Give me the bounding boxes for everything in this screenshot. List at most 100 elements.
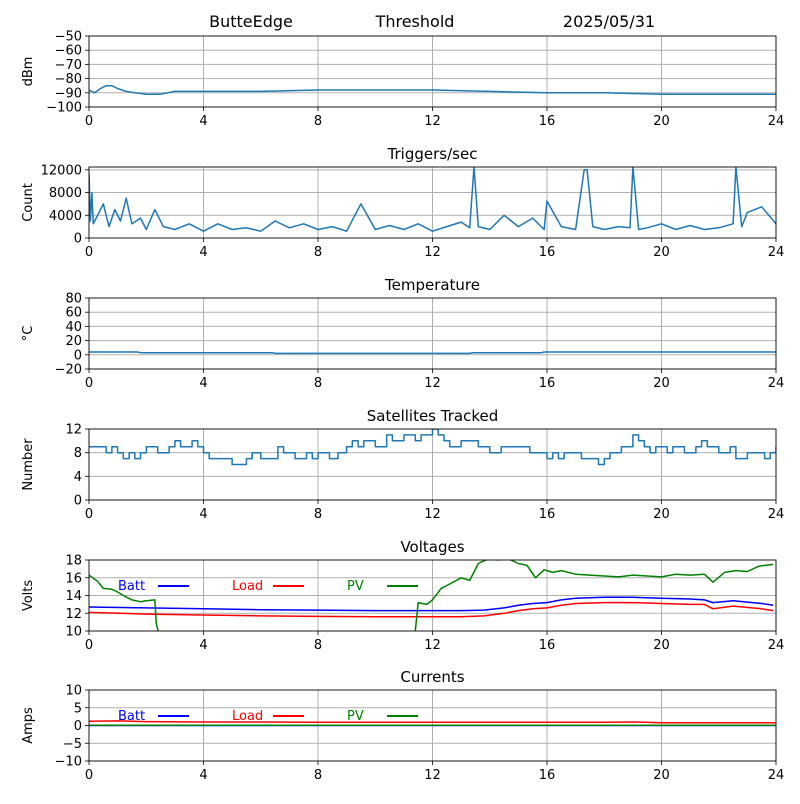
x-tick-label: 20 [653,768,670,783]
x-tick-label: 8 [314,507,322,522]
y-tick-label: 80 [65,292,82,307]
x-tick-label: 20 [653,638,670,653]
panel-currents: 0 4 8 12 16 20 24 −10 −5 0 5 10 Batt Load PV Currents Am… [21,668,784,783]
x-tick-label: 4 [199,114,207,129]
x-tick-label: 8 [314,114,322,129]
x-tick-label: 0 [85,768,93,783]
y-axis-label: Amps [21,707,36,744]
x-tick-label: 12 [424,376,441,391]
series-line [89,167,776,232]
panel-rssi: 0 4 8 12 16 20 24 −50−60−70−80−90−100 dBm [21,30,784,130]
y-axis-label: Count [21,183,36,222]
x-tick-label: 0 [85,245,93,260]
y-axis-label: dBm [21,57,36,87]
x-tick-label: 12 [424,507,441,522]
y-tick-label: 5 [74,701,82,716]
series-line [89,84,776,95]
x-tick-label: 12 [424,245,441,260]
x-tick-label: 4 [199,245,207,260]
y-tick-label: 12000 [41,163,82,178]
plot-frame [88,35,777,108]
y-axis-label: Number [21,438,36,491]
y-tick-label: −5 [63,737,82,752]
y-tick-label: −20 [55,363,82,378]
y-tick-label: 8000 [49,186,82,201]
chart-title: Temperature [384,276,480,294]
legend-label-load: Load [232,579,263,594]
chart-title: Triggers/sec [387,145,478,163]
y-tick-label: 40 [65,320,82,335]
legend-label-batt: Batt [118,709,145,724]
series-line [89,429,776,466]
x-tick-label: 8 [314,245,322,260]
y-tick-label: 14 [65,589,82,604]
y-axis-label: °C [21,326,36,342]
x-tick-label: 24 [768,507,785,522]
y-tick-label: −60 [55,44,82,59]
x-tick-label: 20 [653,114,670,129]
x-tick-label: 0 [85,507,93,522]
x-tick-label: 0 [85,638,93,653]
x-tick-label: 0 [85,114,93,129]
y-tick-label: 0 [74,719,82,734]
x-tick-label: 16 [539,638,556,653]
x-tick-label: 12 [424,114,441,129]
y-tick-label: 10 [65,684,82,699]
series-line-load [89,720,776,724]
y-tick-label: −80 [55,72,82,87]
y-tick-label: 10 [65,625,82,640]
y-tick-label: −90 [55,86,82,101]
x-tick-label: 12 [424,638,441,653]
legend-label-pv: PV [347,579,364,594]
plot-frame [88,428,777,501]
legend-label-batt: Batt [118,579,145,594]
x-tick-label: 24 [768,376,785,391]
y-tick-label: 12 [65,423,82,438]
x-tick-label: 16 [539,768,556,783]
x-tick-label: 24 [768,114,785,129]
y-tick-label: −50 [55,30,82,45]
series-line-load [89,601,774,618]
x-tick-label: 4 [199,768,207,783]
y-tick-label: 4 [74,470,82,485]
x-tick-label: 16 [539,245,556,260]
legend-label-pv: PV [347,709,364,724]
x-tick-label: 20 [653,507,670,522]
y-tick-label: −10 [55,755,82,770]
y-tick-label: −100 [46,101,82,116]
plot-frame [88,166,777,239]
x-tick-label: 8 [314,376,322,391]
y-axis-label: Volts [21,580,36,612]
chart-title: Currents [400,668,464,686]
y-tick-label: 8 [74,446,82,461]
y-tick-label: 60 [65,306,82,321]
y-tick-label: 4000 [49,209,82,224]
x-tick-label: 8 [314,768,322,783]
panel-voltages: 0 4 8 12 16 20 24 10 12 14 16 18 Batt Load PV Voltages V… [21,538,784,653]
chart-title: Voltages [400,538,464,556]
x-tick-label: 4 [199,507,207,522]
x-tick-label: 4 [199,638,207,653]
x-tick-label: 24 [768,638,785,653]
panel-satellites: 0 4 8 12 16 20 24 0 4 8 12 Satellites Tracked Number [21,407,784,522]
plot-frame [88,689,777,762]
x-tick-label: 8 [314,638,322,653]
trigger-mode: Threshold [375,12,455,31]
x-tick-label: 20 [653,376,670,391]
y-tick-label: −70 [55,58,82,73]
y-tick-label: 12 [65,607,82,622]
y-tick-label: 16 [65,571,82,586]
y-tick-label: 0 [74,494,82,509]
plot-frame [88,559,777,632]
y-tick-label: 0 [74,348,82,363]
x-tick-label: 4 [199,376,207,391]
station-name: ButteEdge [209,12,293,31]
series-line-batt [89,596,774,612]
chart-title: Satellites Tracked [367,407,498,425]
x-tick-label: 16 [539,376,556,391]
panel-triggers: 0 4 8 12 16 20 24 0 4000 8000 12000 Triggers/sec Cou… [21,145,784,260]
x-tick-label: 0 [85,376,93,391]
